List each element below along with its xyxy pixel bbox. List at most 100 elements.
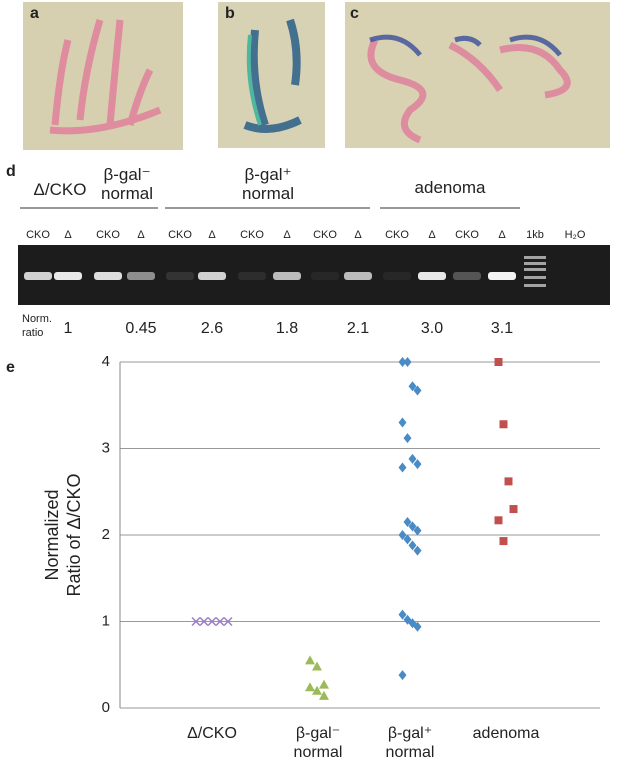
- lane-label: Δ: [64, 229, 72, 241]
- ladder-band: [524, 284, 546, 287]
- content: Δ/CKO β-gal⁻ normal β-gal⁺ normal adenoma CKO Δ…: [20, 165, 600, 759]
- panel-label: d: [6, 163, 16, 180]
- lane-label: H₂O: [565, 229, 586, 241]
- lane-label: Δ: [283, 229, 291, 241]
- point: [223, 616, 233, 627]
- group-label: adenoma: [415, 178, 486, 197]
- point: [398, 357, 407, 367]
- lane-label: Δ: [208, 229, 216, 241]
- gel-band: [488, 272, 516, 280]
- point: [398, 530, 407, 540]
- y-tick-label: 2: [102, 526, 110, 543]
- gel-band: [198, 272, 226, 280]
- norm-ratio: 1: [64, 320, 73, 337]
- gel-band: [166, 272, 194, 280]
- point: [305, 682, 315, 692]
- point: [408, 453, 417, 464]
- point: [413, 545, 422, 556]
- norm-ratio: 2.6: [201, 320, 223, 337]
- gel-band: [418, 272, 446, 280]
- point: [398, 670, 407, 681]
- point: [413, 525, 422, 536]
- point: [413, 459, 422, 470]
- gel-band: [54, 272, 82, 280]
- point: [408, 381, 417, 392]
- x-tick-label: β-gal⁺ normal: [386, 725, 435, 759]
- lane-label: CKO: [455, 229, 479, 241]
- panel-label: e: [6, 359, 15, 376]
- lane-label: 1kb: [526, 229, 544, 241]
- x-tick-label: β-gal⁻ normal: [294, 725, 343, 759]
- point: [408, 540, 417, 551]
- point: [403, 534, 412, 545]
- photo-c: [345, 2, 610, 148]
- y-tick-label: 4: [102, 353, 110, 370]
- lane-label: Δ: [428, 229, 436, 241]
- lane-label: CKO: [385, 229, 409, 241]
- y-axis-label: Normalized Ratio of Δ/CKO: [42, 473, 84, 596]
- point: [504, 477, 513, 486]
- norm-ratio: 1.8: [276, 320, 298, 337]
- ladder-band: [524, 276, 546, 279]
- lane-label: Δ: [354, 229, 362, 241]
- point: [312, 685, 322, 695]
- group-label: β-gal⁻ normal: [101, 165, 153, 203]
- lane-label: CKO: [168, 229, 192, 241]
- point: [398, 417, 407, 428]
- lane-label: Δ: [137, 229, 145, 241]
- ladder-band: [524, 262, 546, 265]
- x-tick-label: adenoma: [473, 725, 540, 742]
- photo-a: [23, 2, 183, 150]
- point: [191, 616, 201, 627]
- point: [398, 609, 407, 620]
- point: [319, 679, 329, 689]
- point: [413, 385, 422, 396]
- gel-band: [383, 272, 411, 280]
- point: [494, 516, 503, 525]
- point: [408, 521, 417, 532]
- point: [413, 621, 422, 632]
- lane-label: Δ: [498, 229, 506, 241]
- point: [499, 420, 508, 429]
- norm-ratio: 2.1: [347, 320, 369, 337]
- ratio-label: Norm. ratio: [22, 313, 52, 339]
- group-label: β-gal⁺ normal: [242, 165, 294, 203]
- gel-band: [94, 272, 122, 280]
- point: [403, 517, 412, 528]
- point: [199, 616, 209, 627]
- x-tick-label: Δ/CKO: [187, 725, 237, 742]
- lane-label: CKO: [96, 229, 120, 241]
- lane-label: CKO: [313, 229, 337, 241]
- point: [305, 655, 315, 665]
- gel-band: [273, 272, 301, 280]
- norm-ratio: 0.45: [125, 320, 156, 337]
- panel-label: b: [225, 5, 235, 22]
- y-tick-label: 0: [102, 699, 110, 716]
- point: [509, 505, 518, 514]
- panel-label: a: [30, 5, 39, 22]
- ladder-band: [524, 256, 546, 259]
- gel-band: [24, 272, 52, 280]
- point: [207, 616, 217, 627]
- ladder-band: [524, 268, 546, 271]
- gel-band: [238, 272, 266, 280]
- gel-band: [311, 272, 339, 280]
- point: [215, 616, 225, 627]
- point: [403, 357, 412, 367]
- point: [398, 462, 407, 473]
- lane-label: CKO: [240, 229, 264, 241]
- norm-ratio: 3.1: [491, 320, 513, 337]
- point: [319, 690, 329, 700]
- point: [494, 358, 503, 366]
- lane-label: CKO: [26, 229, 50, 241]
- y-tick-label: 3: [102, 439, 110, 456]
- point: [312, 661, 322, 671]
- point: [403, 433, 412, 444]
- norm-ratio: 3.0: [421, 320, 443, 337]
- point: [499, 537, 508, 546]
- gel-band: [127, 272, 155, 280]
- y-tick-label: 1: [102, 612, 110, 629]
- gel-band: [344, 272, 372, 280]
- gel-band: [453, 272, 481, 280]
